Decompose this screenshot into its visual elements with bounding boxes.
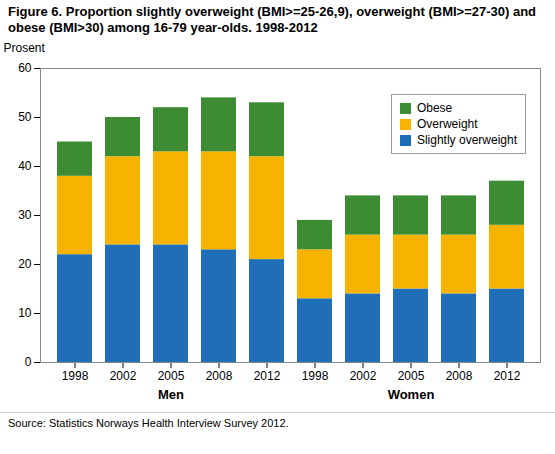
html-text:Overweight: Overweight xyxy=(416,117,478,131)
svg-text:1998: 1998 xyxy=(62,369,89,383)
svg-text:Men: Men xyxy=(158,387,184,402)
svg-text:30: 30 xyxy=(18,208,32,222)
svg-text:20: 20 xyxy=(18,257,32,271)
svg-text:2002: 2002 xyxy=(110,369,137,383)
svg-text:2005: 2005 xyxy=(158,369,185,383)
svg-text:1998: 1998 xyxy=(302,369,329,383)
html-text:Slightly overweight: Slightly overweight xyxy=(416,133,517,147)
svg-text:2012: 2012 xyxy=(254,369,281,383)
html-text:Figure 6. Proportion slightly: Figure 6. Proportion slightly overweight… xyxy=(8,4,537,35)
html-text:Obese: Obese xyxy=(416,101,453,115)
svg-text:Women: Women xyxy=(388,387,435,402)
svg-text:2005: 2005 xyxy=(398,369,425,383)
svg-text:2002: 2002 xyxy=(350,369,377,383)
svg-text:50: 50 xyxy=(18,110,32,124)
svg-text:Prosent: Prosent xyxy=(4,41,46,55)
svg-text:2012: 2012 xyxy=(494,369,521,383)
svg-text:10: 10 xyxy=(18,306,32,320)
html-text:Source: Statistics Norways Hea: Source: Statistics Norways Health Interv… xyxy=(8,417,289,429)
svg-text:2008: 2008 xyxy=(206,369,233,383)
svg-text:60: 60 xyxy=(18,61,32,75)
svg-text:2008: 2008 xyxy=(446,369,473,383)
svg-text:0: 0 xyxy=(25,355,32,369)
svg-text:40: 40 xyxy=(18,159,32,173)
